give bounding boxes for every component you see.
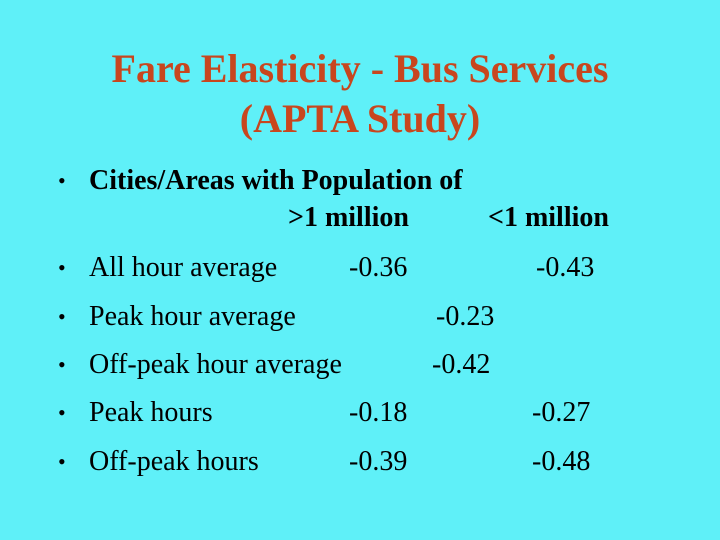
intro-label: Cities/Areas with Population of	[89, 165, 463, 196]
header-over-1-million: >1 million	[288, 202, 409, 233]
bullet-intro: •	[58, 168, 66, 193]
header-under-1-million: <1 million	[488, 202, 609, 233]
bullet-row-1: •	[58, 255, 66, 280]
value-off-peak-hours-over-1m: -0.39	[349, 446, 408, 477]
bullet-row-4: •	[58, 400, 66, 425]
value-peak-hour-average: -0.23	[436, 301, 495, 332]
slide-title: Fare Elasticity - Bus Services (APTA Stu…	[0, 44, 720, 144]
row-label-all-hour-average: All hour average	[89, 252, 278, 283]
value-all-hour-over-1m: -0.36	[349, 252, 408, 283]
title-line-2: (APTA Study)	[239, 96, 481, 141]
row-label-peak-hours: Peak hours	[89, 397, 213, 428]
value-off-peak-hour-average: -0.42	[432, 349, 491, 380]
bullet-row-2: •	[58, 304, 66, 329]
value-peak-hours-under-1m: -0.27	[532, 397, 591, 428]
bullet-row-3: •	[58, 352, 66, 377]
title-line-1: Fare Elasticity - Bus Services	[111, 46, 609, 91]
value-off-peak-hours-under-1m: -0.48	[532, 446, 591, 477]
value-peak-hours-over-1m: -0.18	[349, 397, 408, 428]
row-label-peak-hour-average: Peak hour average	[89, 301, 296, 332]
bullet-row-5: •	[58, 449, 66, 474]
row-label-off-peak-hour-average: Off-peak hour average	[89, 349, 342, 380]
value-all-hour-under-1m: -0.43	[536, 252, 595, 283]
row-label-off-peak-hours: Off-peak hours	[89, 446, 259, 477]
